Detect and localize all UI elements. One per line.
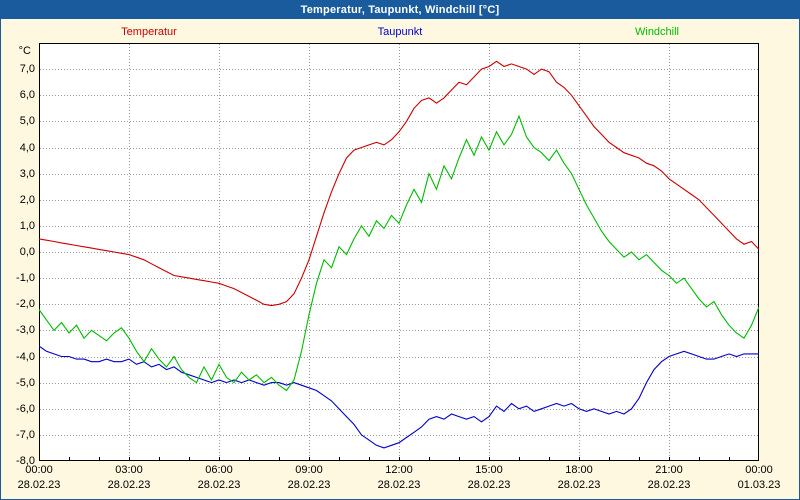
y-tick-label: -5,0 <box>16 376 35 389</box>
x-tick-date-label: 28.02.23 <box>647 479 691 491</box>
x-tick-time-label: 03:00 <box>115 464 143 476</box>
y-tick-label: 6,0 <box>19 89 35 102</box>
y-tick-label: -1,0 <box>16 272 35 285</box>
x-tick-time-label: 00:00 <box>25 464 53 476</box>
y-tick-label: -4,0 <box>16 350 35 363</box>
x-tick-date-label: 28.02.23 <box>107 479 151 491</box>
x-tick-date-label: 28.02.23 <box>197 479 241 491</box>
x-tick-time-label: 09:00 <box>295 464 323 476</box>
y-tick-label: 4,0 <box>19 141 35 154</box>
x-tick-date-label: 01.03.23 <box>737 479 781 491</box>
y-tick-label: 0,0 <box>19 246 35 258</box>
x-tick-date-label: 28.02.23 <box>17 479 61 491</box>
y-tick-label: -2,0 <box>16 298 35 311</box>
legend-temperatur: Temperatur <box>121 26 177 38</box>
x-tick-time-label: 21:00 <box>655 464 683 476</box>
x-tick-time-label: 00:00 <box>745 464 773 476</box>
x-tick-date-label: 28.02.23 <box>377 479 421 491</box>
y-tick-label: -3,0 <box>16 324 35 337</box>
y-tick-label: -7,0 <box>16 428 35 441</box>
y-tick-label: 2,0 <box>19 193 35 206</box>
y-tick-label: 7,0 <box>19 63 35 76</box>
y-tick-label: -6,0 <box>16 402 35 415</box>
y-axis-unit-label: °C <box>18 45 31 57</box>
x-tick-time-label: 18:00 <box>565 464 593 476</box>
x-tick-time-label: 15:00 <box>475 464 503 476</box>
x-tick-time-label: 12:00 <box>385 464 413 476</box>
x-tick-date-label: 28.02.23 <box>287 479 331 491</box>
y-tick-label: -8,0 <box>16 455 35 467</box>
x-tick-date-label: 28.02.23 <box>557 479 601 491</box>
chart-plot-area <box>39 43 759 461</box>
legend-taupunkt: Taupunkt <box>377 26 423 38</box>
series-taupunkt-line <box>39 345 759 449</box>
series-windchill-line <box>39 114 759 392</box>
legend-windchill: Windchill <box>634 26 680 38</box>
x-tick-date-label: 28.02.23 <box>467 479 511 491</box>
chart-title-bar: Temperatur, Taupunkt, Windchill [°C] <box>1 1 799 19</box>
y-tick-label: 3,0 <box>19 167 35 180</box>
y-tick-label: 5,0 <box>19 115 35 128</box>
series-temperatur-line <box>39 60 759 307</box>
y-tick-label: 1,0 <box>19 219 35 232</box>
x-tick-time-label: 06:00 <box>205 464 233 476</box>
